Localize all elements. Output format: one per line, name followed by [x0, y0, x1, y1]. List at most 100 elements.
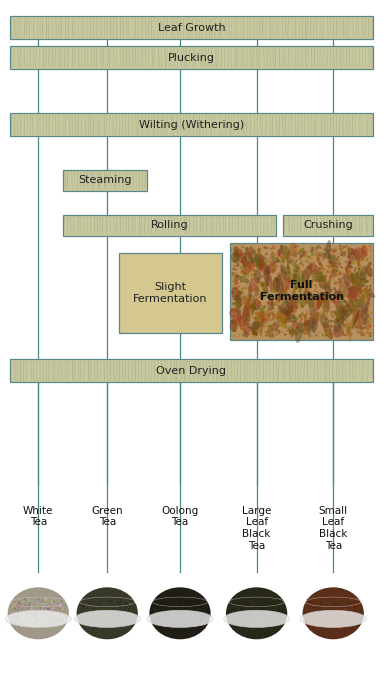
- Point: [300, 274, 306, 285]
- Point: [254, 281, 260, 292]
- Point: [319, 310, 326, 322]
- Ellipse shape: [287, 249, 290, 270]
- Ellipse shape: [339, 306, 344, 326]
- Point: [265, 594, 272, 605]
- Point: [246, 609, 252, 620]
- Ellipse shape: [277, 295, 285, 301]
- Point: [350, 611, 356, 622]
- Point: [277, 284, 283, 295]
- Point: [83, 599, 89, 610]
- Point: [51, 615, 57, 626]
- Point: [119, 595, 125, 606]
- Point: [157, 597, 164, 608]
- Point: [305, 594, 311, 605]
- Point: [342, 615, 348, 626]
- Point: [318, 243, 324, 254]
- Point: [309, 245, 315, 256]
- Point: [270, 314, 277, 325]
- Point: [235, 258, 241, 270]
- Point: [360, 291, 366, 302]
- Point: [256, 281, 262, 292]
- Point: [33, 604, 39, 615]
- Point: [275, 278, 281, 289]
- Point: [321, 306, 327, 317]
- Point: [180, 604, 186, 615]
- Point: [337, 595, 343, 606]
- Point: [231, 298, 237, 309]
- Point: [347, 618, 353, 629]
- Point: [125, 622, 131, 633]
- Point: [350, 611, 356, 622]
- Point: [274, 599, 280, 610]
- Point: [231, 604, 237, 615]
- Point: [46, 600, 52, 611]
- Point: [270, 241, 276, 252]
- Point: [280, 253, 286, 264]
- Point: [253, 610, 259, 621]
- Point: [270, 611, 276, 622]
- Ellipse shape: [358, 274, 362, 281]
- Point: [340, 315, 346, 326]
- Point: [265, 620, 272, 631]
- Point: [275, 611, 282, 622]
- Point: [363, 296, 370, 307]
- Point: [19, 611, 25, 622]
- Point: [322, 325, 329, 336]
- Ellipse shape: [361, 288, 368, 301]
- Point: [229, 612, 236, 623]
- Point: [170, 608, 176, 619]
- Point: [269, 324, 275, 335]
- Point: [311, 613, 317, 624]
- Point: [15, 620, 21, 631]
- Ellipse shape: [360, 324, 363, 335]
- Point: [304, 308, 310, 319]
- Bar: [10, 113, 373, 136]
- Point: [154, 609, 160, 620]
- Point: [334, 594, 340, 605]
- Point: [44, 615, 50, 626]
- Point: [321, 253, 327, 264]
- Ellipse shape: [270, 254, 277, 263]
- Point: [130, 619, 136, 630]
- Point: [331, 266, 337, 277]
- Point: [259, 614, 265, 625]
- Point: [347, 261, 354, 272]
- Point: [199, 605, 205, 616]
- Point: [231, 304, 237, 315]
- Point: [100, 611, 106, 622]
- Point: [366, 293, 372, 304]
- Point: [284, 242, 290, 253]
- Point: [277, 611, 283, 622]
- Ellipse shape: [259, 308, 264, 319]
- Point: [329, 622, 335, 633]
- Point: [307, 294, 313, 305]
- Point: [258, 289, 264, 300]
- Point: [290, 319, 296, 331]
- Point: [347, 598, 353, 609]
- Point: [266, 261, 272, 272]
- Point: [303, 318, 309, 329]
- Point: [248, 608, 254, 619]
- Point: [344, 281, 350, 292]
- Point: [313, 608, 319, 619]
- Point: [162, 616, 169, 627]
- Point: [52, 604, 58, 615]
- Point: [95, 596, 101, 607]
- Ellipse shape: [288, 330, 298, 335]
- Point: [348, 261, 354, 272]
- Point: [97, 599, 103, 611]
- Point: [59, 608, 65, 619]
- Point: [341, 611, 347, 622]
- Point: [255, 273, 261, 284]
- Point: [121, 605, 127, 616]
- Text: Leaf Growth: Leaf Growth: [158, 23, 225, 33]
- Point: [314, 615, 321, 626]
- Point: [161, 605, 167, 616]
- Bar: [230, 243, 373, 340]
- Point: [344, 329, 350, 340]
- Point: [102, 605, 108, 616]
- Point: [345, 270, 351, 281]
- Point: [251, 313, 257, 324]
- Point: [95, 608, 101, 620]
- Point: [331, 250, 337, 261]
